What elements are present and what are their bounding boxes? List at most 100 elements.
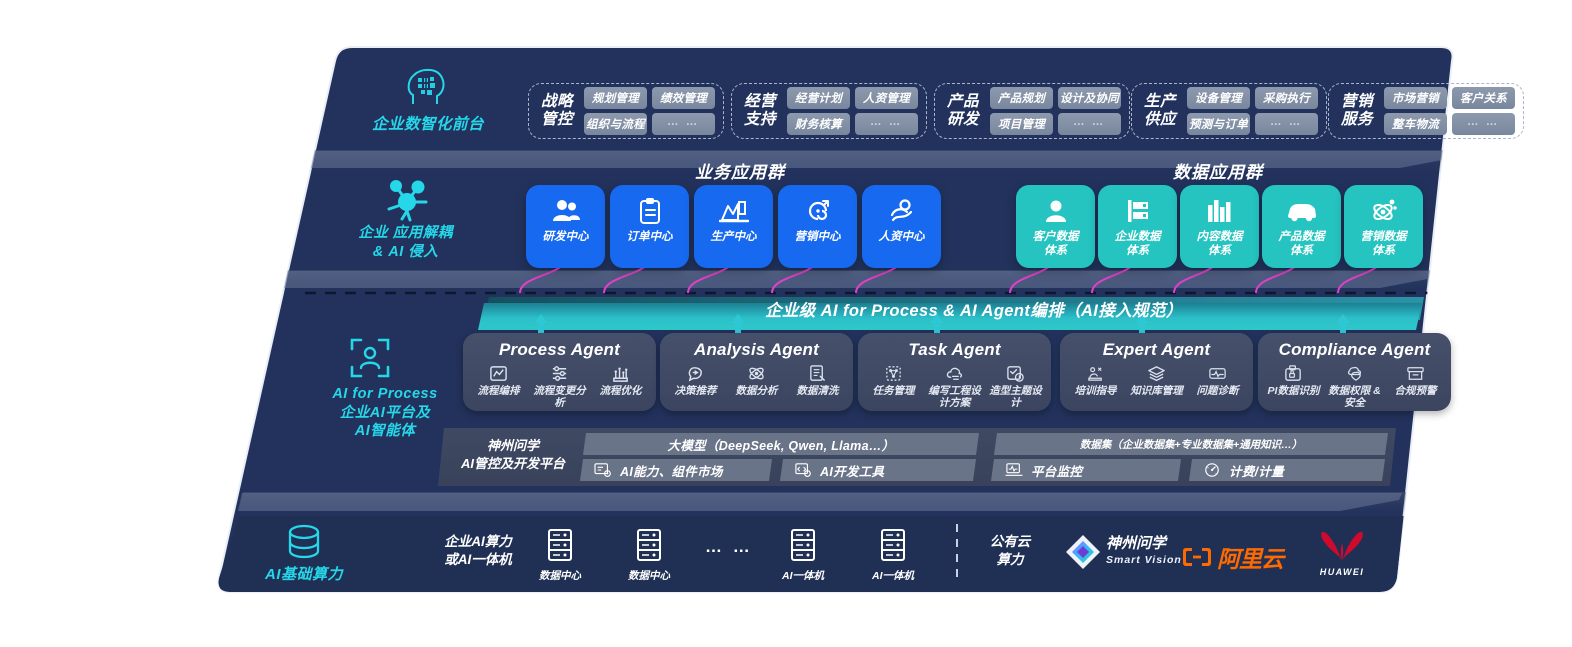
infra-node-dc-2[interactable]: 数据中心 xyxy=(619,528,679,583)
domain-cell-more[interactable]: … … xyxy=(1058,113,1121,135)
domain-cell-more[interactable]: … … xyxy=(855,113,918,135)
platform-brand-label: 神州问学 AI管控及开发平台 xyxy=(460,438,565,471)
platform-chip-monitoring[interactable]: 平台监控 xyxy=(991,459,1181,481)
agent-box-compliance[interactable]: Compliance Agent PI数据识别 数据权限 & 安全 合规预警 xyxy=(1258,333,1451,411)
domain-cell[interactable]: 预测与订单 xyxy=(1187,113,1250,135)
app-card-hr-center[interactable]: 人资中心 xyxy=(862,185,941,268)
rail-label-aiprocess: AI for Process 企业AI平台及 AI智能体 xyxy=(332,386,438,440)
platform-chip-ai-dev-tools[interactable]: AI开发工具 xyxy=(780,459,976,481)
domain-cell[interactable]: 绩效管理 xyxy=(652,87,715,109)
business-group-title: 业务应用群 xyxy=(695,163,785,182)
agent-item[interactable]: 造型主题设计 xyxy=(985,363,1045,409)
domain-cell[interactable]: 人资管理 xyxy=(855,87,918,109)
vendor-huawei[interactable]: HUAWEI xyxy=(1307,528,1377,577)
app-card-marketing-center[interactable]: 营销中心 xyxy=(778,185,857,268)
app-card-rnd-center[interactable]: 研发中心 xyxy=(526,185,605,268)
domain-cell[interactable]: 经营计划 xyxy=(787,87,850,109)
domain-cell-more[interactable]: … … xyxy=(652,113,715,135)
domain-cell[interactable]: 设备管理 xyxy=(1187,87,1250,109)
agent-item-label: PI数据识别 xyxy=(1267,385,1320,397)
data-card-product[interactable]: 产品数据 体系 xyxy=(1262,185,1341,268)
infra-node-dc-1[interactable]: 数据中心 xyxy=(530,528,590,583)
person-scan-icon xyxy=(348,336,392,385)
data-card-marketing[interactable]: 营销数据 体系 xyxy=(1344,185,1423,268)
agent-item[interactable]: 编写工程设计方案 xyxy=(924,363,984,409)
platform-chip-dataset[interactable]: 数据集（企业数据集+专业数据集+通用知识…） xyxy=(994,433,1388,455)
agent-box-process[interactable]: Process Agent 流程编排 流程变更分析 流程优化 xyxy=(463,333,656,411)
app-card-order-center[interactable]: 订单中心 xyxy=(610,185,689,268)
domain-group-production-supply[interactable]: 生产 供应 设备管理 采购执行 预测与订单 … … xyxy=(1131,83,1327,139)
domain-cell[interactable]: 设计及协同 xyxy=(1058,87,1121,109)
platform-chip-label: 平台监控 xyxy=(1031,464,1083,479)
optimize-icon xyxy=(611,363,630,383)
domain-cell-grid: 经营计划 人资管理 财务核算 … … xyxy=(787,87,918,135)
data-card-label: 营销数据 体系 xyxy=(1360,231,1407,257)
agent-item[interactable]: PI数据识别 xyxy=(1263,363,1323,398)
domain-cell[interactable]: 组织与流程 xyxy=(584,113,647,135)
domain-cell[interactable]: 市场营销 xyxy=(1384,87,1447,109)
domain-cell[interactable]: 整车物流 xyxy=(1384,113,1447,135)
domain-group-title: 生产 供应 xyxy=(1143,92,1176,128)
data-card-customer[interactable]: 客户数据 体系 xyxy=(1016,185,1095,268)
data-card-content[interactable]: 内容数据 体系 xyxy=(1180,185,1259,268)
agent-item-list: 流程编排 流程变更分析 流程优化 xyxy=(463,363,656,409)
agent-title: Analysis Agent xyxy=(694,340,819,359)
vendor-smartvision[interactable] xyxy=(1063,532,1103,577)
agent-item[interactable]: 流程优化 xyxy=(590,363,650,398)
platform-chip-llm[interactable]: 大模型（DeepSeek, Qwen, Llama…） xyxy=(583,433,979,455)
agent-item[interactable]: 数据清洗 xyxy=(787,363,847,398)
domain-cell[interactable]: 客户关系 xyxy=(1452,87,1515,109)
agent-item[interactable]: 任务管理 xyxy=(863,363,923,398)
agent-item-label: 任务管理 xyxy=(872,385,915,397)
domain-cell[interactable]: 规划管理 xyxy=(584,87,647,109)
monitor-icon xyxy=(1005,462,1023,478)
domain-cell[interactable]: 产品规划 xyxy=(990,87,1053,109)
infra-node-ai-1[interactable]: AI一体机 xyxy=(773,528,833,583)
rail-label-compute: AI基础算力 xyxy=(264,566,343,583)
domain-cell[interactable]: 项目管理 xyxy=(990,113,1053,135)
vendor-aliyun[interactable]: 阿里云 xyxy=(1182,540,1284,574)
domain-cell[interactable]: 财务核算 xyxy=(787,113,850,135)
domain-cell[interactable]: 采购执行 xyxy=(1255,87,1318,109)
domain-group-title: 战略 管控 xyxy=(540,92,573,128)
agent-item-label: 问题诊断 xyxy=(1196,385,1239,397)
shelf-2-hi xyxy=(273,271,1436,288)
agent-item[interactable]: 流程编排 xyxy=(468,363,528,398)
agent-box-expert[interactable]: Expert Agent 培训指导 知识库管理 问题诊断 xyxy=(1060,333,1253,411)
agent-item[interactable]: 知识库管理 xyxy=(1126,363,1186,398)
app-card-production-center[interactable]: 生产中心 xyxy=(694,185,773,268)
target-icon xyxy=(804,196,832,226)
agent-item[interactable]: 流程变更分析 xyxy=(529,363,589,409)
agent-item-label: 流程优化 xyxy=(599,385,642,397)
platform-chip-label: 数据集（企业数据集+专业数据集+通用知识…） xyxy=(1079,438,1303,451)
rail-label-front: 企业数智化前台 xyxy=(371,116,484,133)
domain-cell-more[interactable]: … … xyxy=(1255,113,1318,135)
platform-chip-ai-capability-market[interactable]: AI能力、组件市场 xyxy=(580,459,772,481)
clipboard-icon xyxy=(638,196,662,226)
diagnose-icon xyxy=(1208,363,1227,383)
dev-tool-icon xyxy=(794,462,812,478)
settings-list-icon xyxy=(550,363,569,383)
domain-group-marketing-service[interactable]: 营销 服务 市场营销 客户关系 整车物流 … … xyxy=(1328,83,1524,139)
agent-box-task[interactable]: Task Agent 任务管理 编写工程设计方案 造型主题设计 xyxy=(858,333,1051,411)
agent-item[interactable]: 培训指导 xyxy=(1065,363,1125,398)
platform-chip-billing[interactable]: 计费/计量 xyxy=(1189,459,1385,481)
app-card-label: 研发中心 xyxy=(542,231,589,243)
platform-chip-label: AI开发工具 xyxy=(820,464,885,479)
agent-box-analysis[interactable]: Analysis Agent 决策推荐 数据分析 数据清洗 xyxy=(660,333,853,411)
domain-group-product-rnd[interactable]: 产品 研发 产品规划 设计及协同 项目管理 … … xyxy=(934,83,1130,139)
agent-item[interactable]: 合规预警 xyxy=(1385,363,1445,398)
domain-cell-more[interactable]: … … xyxy=(1452,113,1515,135)
data-card-enterprise[interactable]: 企业数据 体系 xyxy=(1098,185,1177,268)
domain-group-strategy[interactable]: 战略 管控 规划管理 绩效管理 组织与流程 … … xyxy=(528,83,724,139)
id-lock-icon xyxy=(1284,363,1303,383)
agent-item[interactable]: 决策推荐 xyxy=(665,363,725,398)
agent-item[interactable]: 数据分析 xyxy=(726,363,786,398)
domain-group-operations[interactable]: 经营 支持 经营计划 人资管理 财务核算 … … xyxy=(731,83,927,139)
infra-node-ai-2[interactable]: AI一体机 xyxy=(863,528,923,583)
agent-item[interactable]: 问题诊断 xyxy=(1187,363,1247,398)
data-card-label: 内容数据 体系 xyxy=(1196,231,1243,257)
agent-item[interactable]: 数据权限 & 安全 xyxy=(1324,363,1384,409)
app-card-label: 生产中心 xyxy=(710,231,757,243)
